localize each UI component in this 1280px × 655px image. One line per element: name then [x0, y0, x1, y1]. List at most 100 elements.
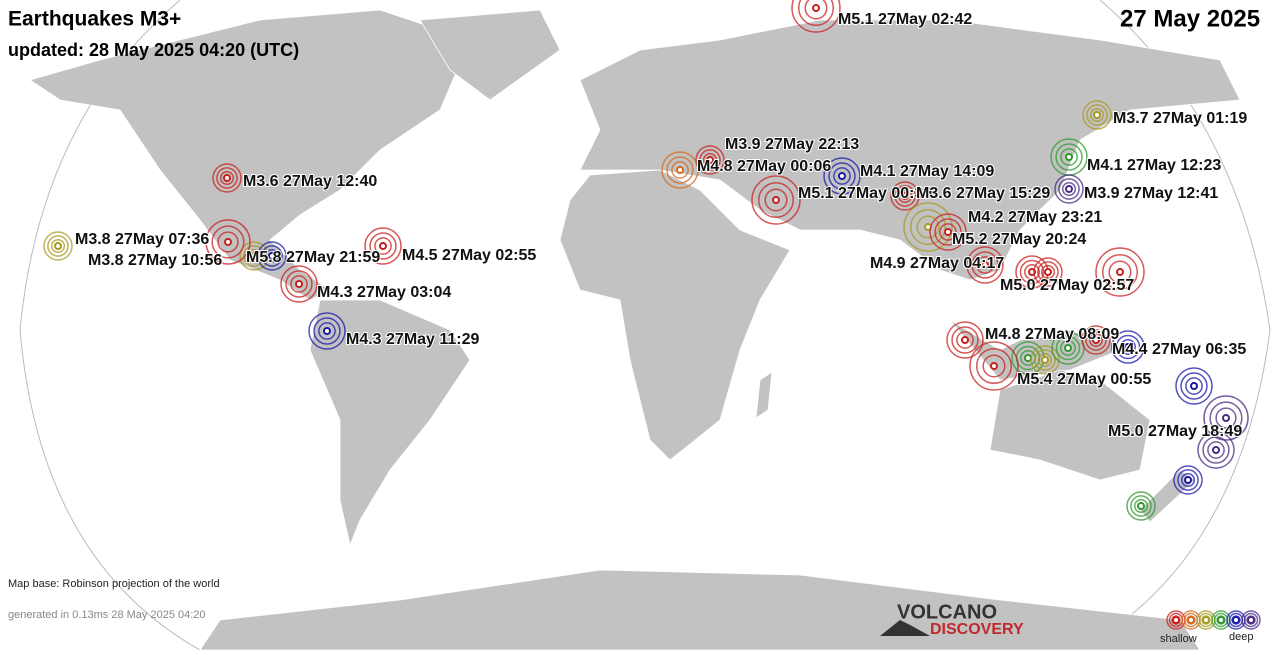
- quake-ring: [1037, 352, 1053, 368]
- quake-ring: [47, 235, 69, 257]
- quake-ring: [1085, 329, 1107, 351]
- quake-center: [990, 362, 998, 370]
- quake-ring: [1216, 615, 1226, 625]
- quake-label: M4.3 27May 11:29: [346, 331, 480, 348]
- quake-ring: [264, 248, 280, 264]
- quake-label: M5.0 27May 02:57: [1000, 277, 1134, 294]
- logo-line1: VOLCANO: [897, 601, 997, 623]
- quake-ring: [1108, 260, 1132, 284]
- quake-center: [706, 156, 714, 164]
- quake-ring: [1082, 100, 1112, 130]
- quake-label: M4.5 27May 02:55: [402, 247, 536, 264]
- quake-ring: [1197, 431, 1235, 469]
- quake-ring: [50, 238, 66, 254]
- title: Earthquakes M3+: [8, 8, 181, 31]
- quake-center: [323, 327, 331, 335]
- quake-label: M4.4 27May 06:35: [1112, 341, 1246, 358]
- depth-legend: [1166, 610, 1261, 630]
- quake-center: [223, 174, 231, 182]
- quake-center: [1222, 414, 1230, 422]
- quake-ring: [1055, 335, 1081, 361]
- quake-center: [1247, 616, 1255, 624]
- quake-center: [1187, 616, 1195, 624]
- quake-ring: [971, 251, 999, 279]
- quake-center: [1232, 616, 1240, 624]
- quake-ring: [1095, 247, 1145, 297]
- quake-center: [1190, 382, 1198, 390]
- quake-ring: [261, 245, 283, 267]
- quake-label: M4.9 27May 04:17: [870, 255, 1004, 272]
- quake-ring: [804, 0, 828, 20]
- quake-ring: [1171, 615, 1181, 625]
- quake-ring: [290, 275, 308, 293]
- quake-center: [1184, 476, 1192, 484]
- quake-center: [1116, 268, 1124, 276]
- quake-ring: [833, 167, 851, 185]
- quake-center: [54, 242, 62, 250]
- quake-ring: [1126, 491, 1156, 521]
- quake-label: M3.8 27May 07:36: [75, 231, 209, 248]
- quake-ring: [969, 341, 1019, 391]
- quake-ring: [1133, 498, 1149, 514]
- quake-center: [981, 261, 989, 269]
- quake-center: [1124, 343, 1132, 351]
- quake-ring: [956, 331, 974, 349]
- quake-label: M3.7 27May 01:19: [1113, 110, 1247, 127]
- quake-center: [1065, 185, 1073, 193]
- quake-ring: [1089, 107, 1105, 123]
- quake-ring: [369, 232, 397, 260]
- quake-ring: [1088, 332, 1104, 348]
- quake-ring: [929, 213, 967, 251]
- quake-ring: [219, 170, 235, 186]
- quake-ring: [374, 237, 392, 255]
- quake-ring: [1180, 372, 1208, 400]
- quake-label: M5.2 27May 20:24: [952, 231, 1086, 248]
- quake-label: M5.1 27May 00:39: [798, 185, 932, 202]
- quake-ring: [1215, 407, 1237, 429]
- quake-ring: [1185, 377, 1203, 395]
- quake-ring: [43, 231, 73, 261]
- quake-ring: [212, 163, 242, 193]
- generated: generated in 0.13ms 28 May 2025 04:20: [8, 609, 206, 621]
- quake-ring: [1060, 340, 1076, 356]
- quake-ring: [1130, 495, 1152, 517]
- quake-label: M3.9 27May 22:13: [725, 136, 859, 153]
- quake-ring: [946, 321, 984, 359]
- quake-ring: [313, 317, 341, 345]
- quake-label: M4.1 27May 14:09: [860, 163, 994, 180]
- quake-ring: [205, 219, 251, 265]
- quake-center: [961, 336, 969, 344]
- quake-ring: [1186, 615, 1196, 625]
- quake-ring: [1207, 441, 1225, 459]
- quake-ring: [318, 322, 336, 340]
- quake-label: M4.1 27May 12:23: [1087, 157, 1221, 174]
- quake-ring: [217, 231, 239, 253]
- quake-ring: [1173, 465, 1203, 495]
- quake-ring: [285, 270, 313, 298]
- quake-ring: [1030, 345, 1060, 375]
- quake-ring: [1061, 181, 1077, 197]
- quake-ring: [1201, 615, 1211, 625]
- quake-ring: [916, 215, 940, 239]
- quake-label: M4.3 27May 03:04: [317, 284, 451, 301]
- quake-ring: [216, 167, 238, 189]
- quake-center: [1217, 616, 1225, 624]
- quake-ring: [257, 241, 287, 271]
- quake-center: [1212, 446, 1220, 454]
- quake-ring: [1101, 253, 1139, 291]
- quake-ring: [1060, 148, 1078, 166]
- quake-ring: [751, 175, 801, 225]
- updated: updated: 28 May 2025 04:20 (UTC): [8, 40, 299, 60]
- legend-shallow: shallow: [1160, 633, 1197, 645]
- quake-label: M5.8 27May 21:59: [246, 249, 380, 266]
- quake-label: M3.8 27May 10:56: [88, 252, 222, 269]
- quake-ring: [1054, 174, 1084, 204]
- quake-ring: [661, 151, 699, 189]
- quake-center: [772, 196, 780, 204]
- quake-center: [1044, 268, 1052, 276]
- map-base: Map base: Robinson projection of the wor…: [8, 578, 220, 590]
- quake-ring: [1086, 104, 1108, 126]
- quake-center: [812, 4, 820, 12]
- quake-ring: [975, 347, 1013, 385]
- quake-ring: [699, 149, 721, 171]
